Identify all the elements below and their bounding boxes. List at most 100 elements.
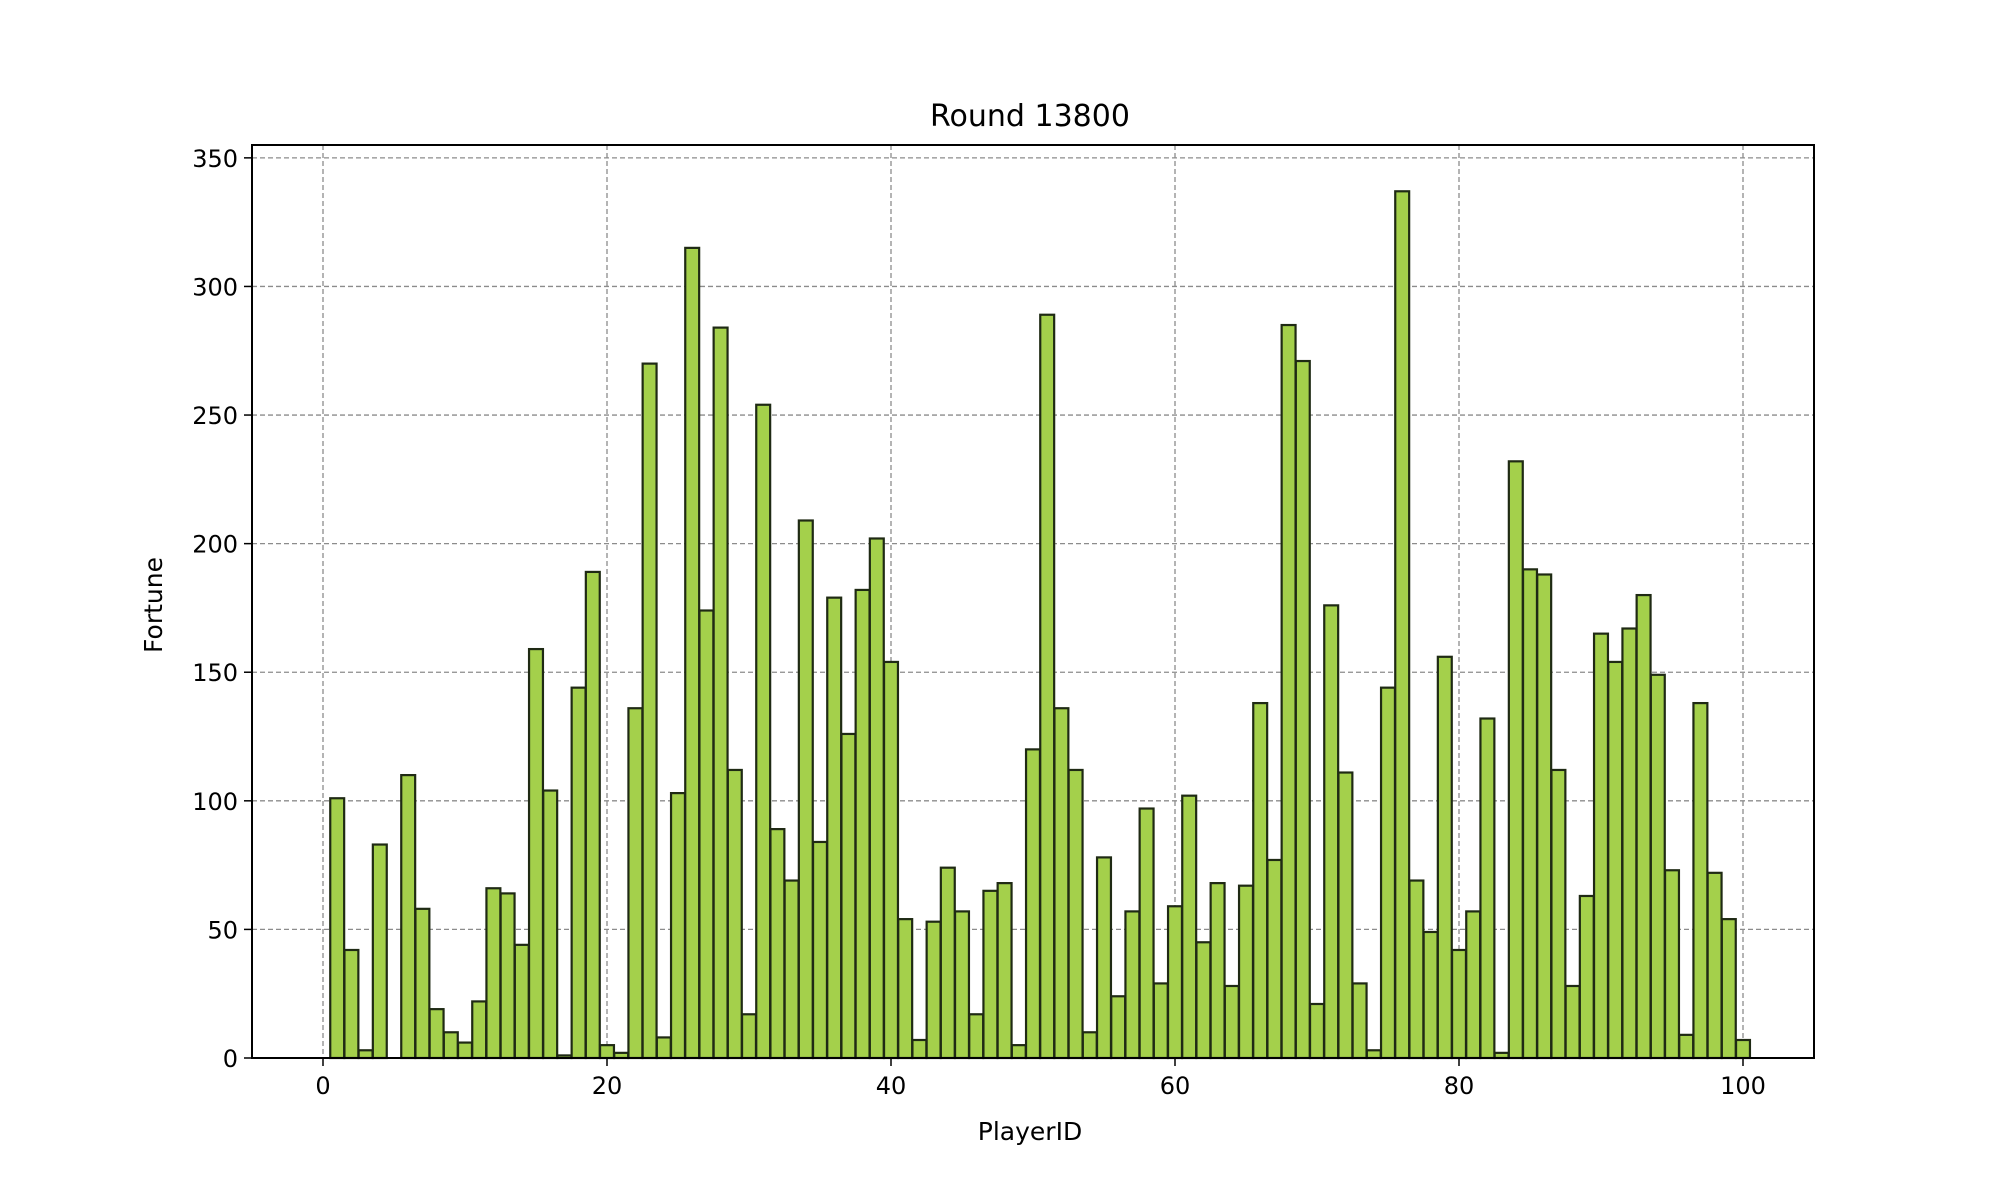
bar <box>655 1036 672 1060</box>
bar <box>513 943 530 1060</box>
bar <box>868 537 885 1060</box>
bar <box>1649 673 1666 1060</box>
bar <box>769 828 786 1060</box>
bar <box>1237 884 1255 1060</box>
bar <box>471 1000 488 1060</box>
bar <box>1152 982 1169 1060</box>
bar <box>939 866 956 1060</box>
bar <box>1550 768 1567 1060</box>
bar <box>1507 460 1524 1060</box>
bar <box>1394 190 1411 1060</box>
bar <box>1039 313 1056 1060</box>
bar <box>726 768 743 1060</box>
bar <box>1067 768 1084 1060</box>
bar <box>1024 748 1042 1060</box>
bar <box>1351 982 1368 1060</box>
x-tick-label: 40 <box>876 1072 907 1100</box>
bars <box>329 190 1752 1060</box>
bar <box>1578 894 1595 1060</box>
bar <box>1564 984 1581 1060</box>
bar <box>1692 701 1709 1060</box>
bar <box>1663 869 1681 1060</box>
bar <box>1110 995 1127 1060</box>
bar <box>698 609 715 1060</box>
bar <box>1010 1044 1027 1060</box>
bar <box>1195 941 1212 1060</box>
bar <box>1053 707 1070 1060</box>
bar <box>527 647 545 1060</box>
bar <box>1266 858 1283 1060</box>
bar <box>1621 627 1638 1060</box>
bar <box>371 843 388 1060</box>
bar <box>684 246 701 1060</box>
y-tick-label: 300 <box>192 273 238 301</box>
y-tick-label: 0 <box>223 1045 238 1073</box>
bar <box>627 707 644 1060</box>
bar <box>1592 632 1610 1060</box>
bar <box>1720 918 1737 1060</box>
bar <box>1365 1049 1382 1060</box>
bar <box>1081 1031 1098 1060</box>
bar <box>1280 323 1297 1060</box>
bar <box>357 1049 374 1060</box>
bar <box>1706 871 1723 1060</box>
bar <box>1223 984 1240 1060</box>
bar <box>499 892 516 1060</box>
bar <box>414 907 431 1060</box>
bar <box>1379 686 1397 1060</box>
bar <box>897 918 914 1060</box>
bar <box>1436 655 1453 1060</box>
y-tick-label: 200 <box>192 531 238 559</box>
bar <box>996 882 1013 1060</box>
bar <box>442 1031 459 1060</box>
bar <box>740 1013 758 1060</box>
bar <box>598 1044 616 1060</box>
bar <box>329 797 346 1060</box>
bar <box>826 596 843 1060</box>
bar <box>400 773 417 1060</box>
bar <box>1138 807 1155 1060</box>
bar <box>925 920 942 1060</box>
bar <box>953 910 971 1060</box>
bar <box>1479 717 1496 1060</box>
bar <box>882 660 900 1060</box>
x-tick-label: 20 <box>592 1072 623 1100</box>
bar <box>485 887 502 1060</box>
axis-ticks: 0 20 40 60 80 100 0 50 100 150 200 250 300 350 <box>192 145 1766 1100</box>
bar <box>1337 771 1354 1060</box>
bar <box>456 1041 474 1060</box>
bar <box>1607 660 1624 1060</box>
y-tick-label: 350 <box>192 145 238 173</box>
bar <box>1635 593 1652 1060</box>
y-tick-label: 150 <box>192 659 238 687</box>
y-tick-label: 50 <box>207 916 238 944</box>
chart-title: Round 13800 <box>930 99 1130 134</box>
plot-frame <box>251 144 1815 1059</box>
bar <box>1734 1038 1752 1060</box>
bar <box>911 1038 928 1060</box>
bar <box>968 1013 985 1060</box>
bar <box>1181 794 1198 1060</box>
bar <box>1209 882 1226 1060</box>
bar <box>840 732 857 1060</box>
bar <box>1294 359 1311 1060</box>
bar <box>783 879 800 1060</box>
x-axis-label: PlayerID <box>978 1117 1082 1146</box>
bar <box>755 403 772 1060</box>
bar <box>1323 604 1340 1060</box>
bar <box>1521 568 1539 1060</box>
bar <box>1166 905 1184 1060</box>
bar <box>854 588 871 1060</box>
bar <box>1465 910 1482 1060</box>
bar <box>811 840 829 1060</box>
bar <box>542 789 559 1060</box>
bar <box>584 570 601 1060</box>
x-tick-label: 80 <box>1444 1072 1475 1100</box>
bar <box>797 519 814 1060</box>
bar <box>712 326 729 1060</box>
bar <box>669 792 687 1060</box>
bar <box>570 686 587 1060</box>
bar <box>1308 1002 1326 1060</box>
bar <box>1450 948 1468 1060</box>
